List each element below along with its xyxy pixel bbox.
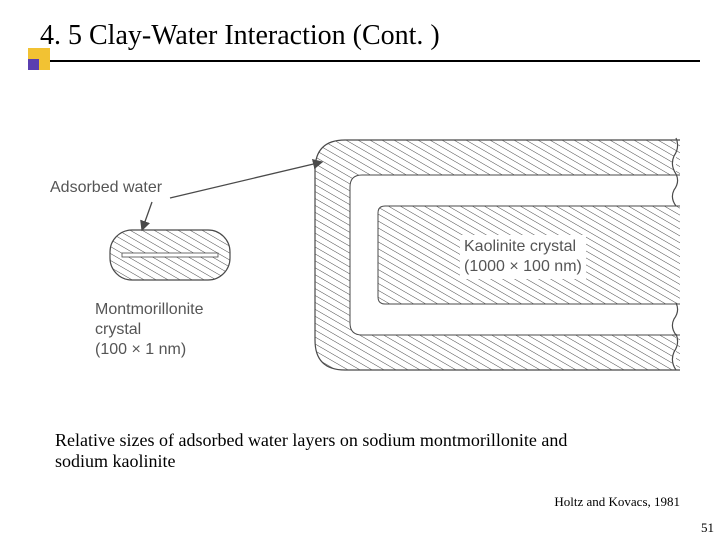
montmorillonite-particle — [110, 230, 230, 280]
label-kaolinite: Kaolinite crystal (1000 × 100 nm) — [460, 235, 586, 279]
label-kaol-line2: (1000 × 100 nm) — [464, 257, 582, 277]
label-arrows — [142, 162, 322, 230]
page-number: 51 — [701, 520, 714, 536]
title-underline — [40, 60, 700, 62]
figure-caption: Relative sizes of adsorbed water layers … — [55, 430, 615, 472]
label-adsorbed-water: Adsorbed water — [50, 178, 162, 198]
slide-title: 4. 5 Clay-Water Interaction (Cont. ) — [40, 20, 690, 52]
label-montmorillonite: Montmorillonite crystal (100 × 1 nm) — [95, 300, 203, 360]
label-mont-line2: crystal — [95, 320, 203, 340]
label-mont-line3: (100 × 1 nm) — [95, 340, 203, 360]
label-mont-line1: Montmorillonite — [95, 300, 203, 320]
citation: Holtz and Kovacs, 1981 — [554, 494, 680, 510]
clay-water-diagram: Adsorbed water Montmorillonite crystal (… — [40, 130, 680, 410]
title-accent-icon — [28, 48, 50, 70]
label-kaol-line1: Kaolinite crystal — [464, 237, 582, 257]
title-text: 4. 5 Clay-Water Interaction (Cont. ) — [40, 20, 690, 52]
